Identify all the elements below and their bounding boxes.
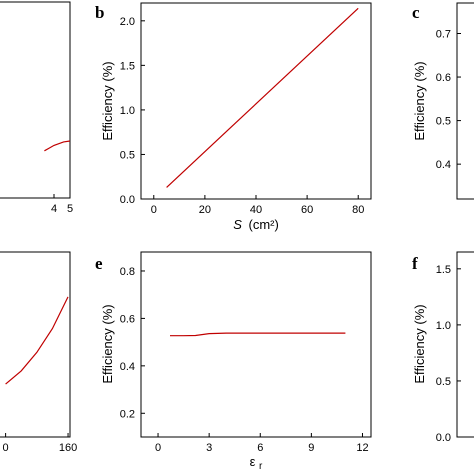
- panel-f-frame: [456, 251, 474, 438]
- panel-e-xlabel: ε r: [250, 454, 263, 472]
- panel-c-ytick-label: 0.5: [436, 116, 451, 128]
- panel-b-xtick-label: 40: [250, 204, 262, 216]
- panel-b-ytick-label: 0.5: [120, 149, 135, 161]
- panel-b-xlabel-unit: (cm²): [248, 217, 278, 232]
- panel-f-label: f: [412, 254, 418, 273]
- panel-d-series-line: [5, 296, 69, 385]
- panel-e-xtick-label: 9: [308, 442, 314, 454]
- panel-b-ytick-label: 1.0: [120, 105, 135, 117]
- panel-e-ylabel: Efficiency (%): [100, 304, 115, 383]
- panel-c-ylabel: Efficiency (%): [412, 61, 427, 140]
- panel-c-label: c: [412, 3, 420, 22]
- panel-d-xtick-label: 0: [3, 442, 9, 454]
- panel-e-ytick-label: 0.4: [120, 361, 135, 373]
- panel-e-xlabel-subscript: r: [259, 461, 263, 472]
- panel-e-xtick-label: 12: [356, 442, 368, 454]
- panel-e: e 0.2 0.4 0.6 0.8 0 3 6 9 12 Efficiency (%) ε r: [95, 251, 372, 472]
- panel-a-series-line: [44, 140, 71, 152]
- panel-b: b 0.0 0.5 1.0 1.5 2.0 0 20 40 60 80 Efficiency (%…: [95, 2, 372, 232]
- panel-e-xtick-label: 3: [206, 442, 212, 454]
- panel-f-ytick-label: 1.5: [436, 264, 451, 276]
- panel-e-series-line: [170, 332, 346, 337]
- panel-f-ylabel: Efficiency (%): [412, 304, 427, 383]
- panel-e-ytick-label: 0.6: [120, 313, 135, 325]
- panel-d-xtick-label: 160: [59, 442, 77, 454]
- panel-f-ytick-label: 1.0: [436, 320, 451, 332]
- panel-b-series-line: [166, 7, 359, 188]
- panel-e-label: e: [95, 254, 103, 273]
- panel-b-ytick-label: 2.0: [120, 16, 135, 28]
- panel-b-frame: [140, 2, 372, 200]
- panel-c-ytick-label: 0.7: [436, 28, 451, 40]
- panel-b-ytick-label: 0.0: [120, 194, 135, 206]
- panel-f-ytick-label: 0.0: [436, 432, 451, 444]
- panel-e-xtick-label: 6: [257, 442, 263, 454]
- panel-d-frame: [0, 251, 71, 438]
- panel-b-xtick-label: 80: [352, 204, 364, 216]
- panel-e-xtick-label: 0: [155, 442, 161, 454]
- panel-f-ytick-label: 0.5: [436, 376, 451, 388]
- panel-b-xtick-label: 20: [199, 204, 211, 216]
- panel-c-ytick-label: 0.6: [436, 72, 451, 84]
- panel-a-xtick-label: 5: [67, 203, 73, 215]
- panel-e-xlabel-symbol: ε: [250, 454, 256, 469]
- panel-c: c 0.4 0.5 0.6 0.7 Efficiency (%): [412, 2, 474, 200]
- panel-a-frame: [0, 1, 71, 199]
- panel-c-frame: [456, 2, 474, 200]
- panel-b-label: b: [95, 3, 104, 22]
- panel-a-xtick-label: 4: [51, 203, 57, 215]
- panel-e-frame: [140, 251, 372, 438]
- panel-b-xlabel-symbol: S: [233, 217, 242, 232]
- panel-e-ytick-label: 0.8: [120, 266, 135, 278]
- panel-c-ytick-label: 0.4: [436, 159, 451, 171]
- panel-b-xtick-label: 60: [301, 204, 313, 216]
- panel-f: f 0.0 0.5 1.0 1.5 Efficiency (%): [412, 251, 474, 444]
- panel-b-ytick-label: 1.5: [120, 60, 135, 72]
- panel-d: 0 160: [0, 251, 77, 454]
- panel-e-ytick-label: 0.2: [120, 408, 135, 420]
- panel-b-xtick-label: 0: [151, 204, 157, 216]
- panel-b-xlabel: S (cm²): [233, 217, 279, 232]
- panel-b-ylabel: Efficiency (%): [100, 61, 115, 140]
